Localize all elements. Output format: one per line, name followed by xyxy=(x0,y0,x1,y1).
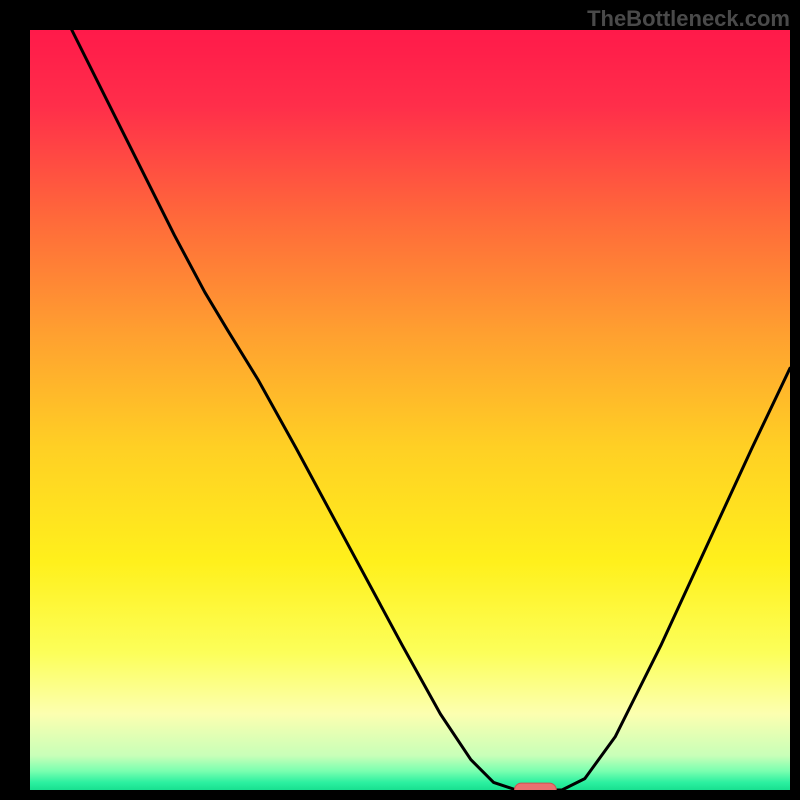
plot-area xyxy=(30,30,790,790)
watermark-text: TheBottleneck.com xyxy=(587,6,790,32)
optimal-marker xyxy=(515,783,557,790)
bottleneck-curve xyxy=(72,30,790,790)
curve-layer xyxy=(30,30,790,790)
chart-container: TheBottleneck.com xyxy=(0,0,800,800)
